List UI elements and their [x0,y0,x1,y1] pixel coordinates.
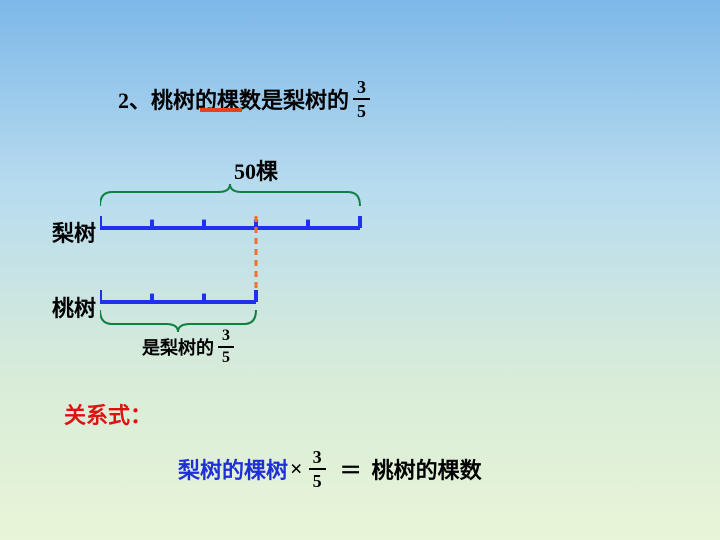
sub-fraction: 3 5 [218,328,234,366]
eq-times: × [290,456,303,482]
relation-equation: 梨树的棵树 × 3 5 ＝ 桃树的棵数 [178,448,482,490]
pear-bar [100,216,360,228]
title-frac-num: 3 [353,78,370,100]
pear-label: 梨树 [52,216,96,248]
eq-frac-num: 3 [309,448,326,470]
bar-diagram [100,170,400,350]
title-frac-den: 5 [353,100,370,120]
eq-lhs: 梨树的棵树 [178,453,288,485]
eq-equals: ＝ [340,453,362,485]
peach-label: 桃树 [52,291,96,323]
peach-bar [100,290,256,302]
eq-frac-den: 5 [309,470,326,490]
peach-fraction-label: 是梨树的 3 5 [142,328,238,366]
sub-frac-num: 3 [218,328,234,348]
problem-title: 2、桃树的棵数是梨树的 3 5 [118,78,374,120]
relation-heading: 关系式： [64,398,152,430]
title-fraction: 3 5 [353,78,370,120]
sub-label-text: 是梨树的 [142,334,214,360]
brace-top [100,184,360,206]
emphasis-underline [200,108,242,112]
sub-frac-den: 5 [218,348,234,366]
relation-text: 关系式： [64,403,152,428]
eq-fraction: 3 5 [309,448,326,490]
eq-rhs: 桃树的棵数 [372,453,482,485]
